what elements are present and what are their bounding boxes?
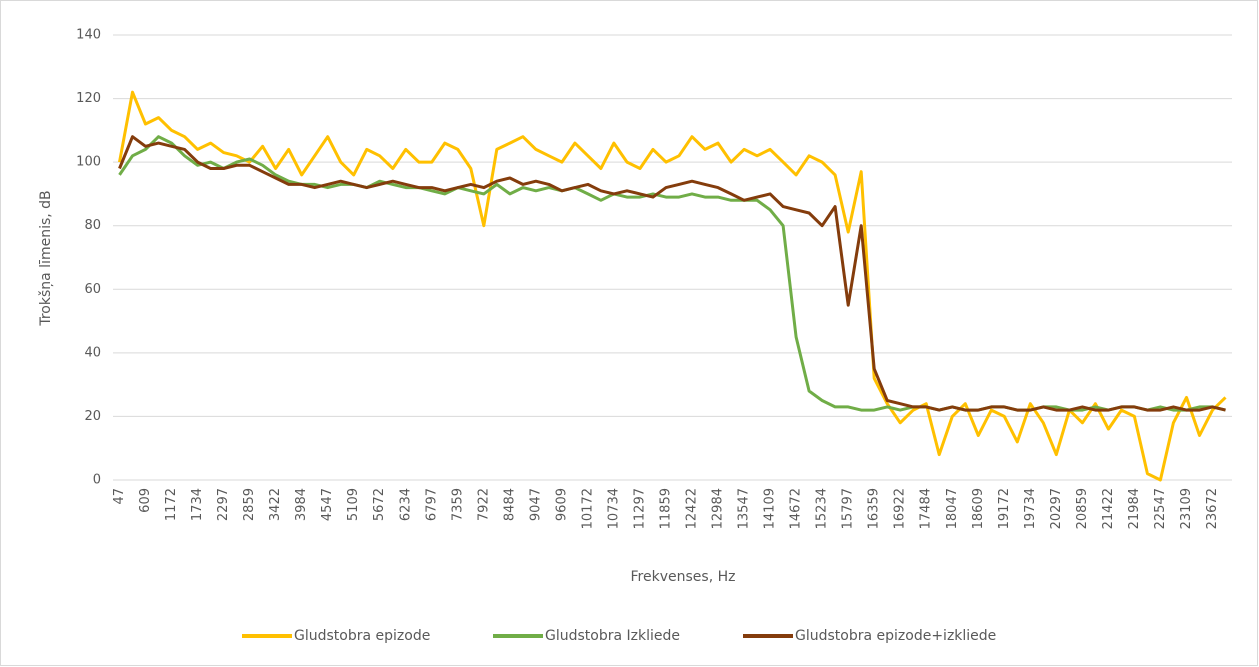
x-tick-label: 12984 [711,488,726,529]
y-tick-label: 100 [76,155,101,170]
x-tick-label: 16922 [893,488,908,529]
x-tick-label: 20297 [1049,488,1064,529]
x-tick-label: 21422 [1101,488,1116,529]
legend-label: Gludstobra epizode+izkliede [795,628,996,644]
y-axis-title: Trokšņa līmenis, dB [38,190,54,326]
series-line [118,90,1227,482]
x-tick-label: 17484 [919,488,934,529]
x-tick-label: 10734 [606,488,621,529]
x-tick-label: 7359 [450,488,465,521]
x-tick-label: 5672 [372,488,387,521]
x-tick-label: 3422 [268,488,283,521]
x-tick-label: 23109 [1179,488,1194,529]
x-tick-label: 4547 [320,488,335,521]
legend-label: Gludstobra Izkliede [545,628,680,644]
x-tick-label: 14109 [763,488,778,529]
x-tick-label: 5109 [346,488,361,521]
x-tick-label: 7922 [476,488,491,521]
x-tick-label: 8484 [502,488,517,521]
x-tick-label: 11297 [632,488,647,529]
x-tick-label: 12422 [685,488,700,529]
x-tick-label: 1734 [190,488,205,521]
x-tick-label: 14672 [789,488,804,529]
x-tick-label: 15797 [841,488,856,529]
x-tick-label: 23672 [1205,488,1220,529]
x-tick-label: 22547 [1153,488,1168,529]
x-tick-label: 2297 [216,488,231,521]
x-tick-label: 11859 [658,488,673,529]
x-tick-label: 13547 [737,488,752,529]
x-tick-label: 20859 [1075,488,1090,529]
y-tick-label: 0 [93,473,101,488]
y-tick-label: 80 [84,218,101,233]
x-tick-label: 21984 [1127,488,1142,529]
x-tick-label: 18609 [971,488,986,529]
x-tick-label: 19734 [1023,488,1038,529]
x-tick-label: 15234 [815,488,830,529]
series-line [118,135,1226,412]
y-tick-label: 20 [84,409,101,424]
x-tick-label: 3984 [294,488,309,521]
x-tick-label: 47 [112,488,127,505]
x-tick-label: 9609 [554,488,569,521]
y-tick-label: 120 [76,91,101,106]
x-tick-label: 6234 [398,488,413,521]
x-axis-title: Frekvenses, Hz [631,569,736,585]
x-tick-label: 18047 [945,488,960,529]
y-tick-label: 60 [84,282,101,297]
x-tick-label: 9047 [528,488,543,521]
x-tick-label: 609 [138,488,153,513]
x-tick-label: 10172 [580,488,595,529]
x-tick-label: 19172 [997,488,1012,529]
y-tick-label: 140 [76,28,101,43]
x-tick-label: 16359 [867,488,882,529]
x-tick-label: 1172 [164,488,179,521]
x-tick-label: 6797 [424,488,439,521]
y-tick-label: 40 [84,345,101,360]
x-tick-label: 2859 [242,488,257,521]
legend-label: Gludstobra epizode [294,628,430,644]
